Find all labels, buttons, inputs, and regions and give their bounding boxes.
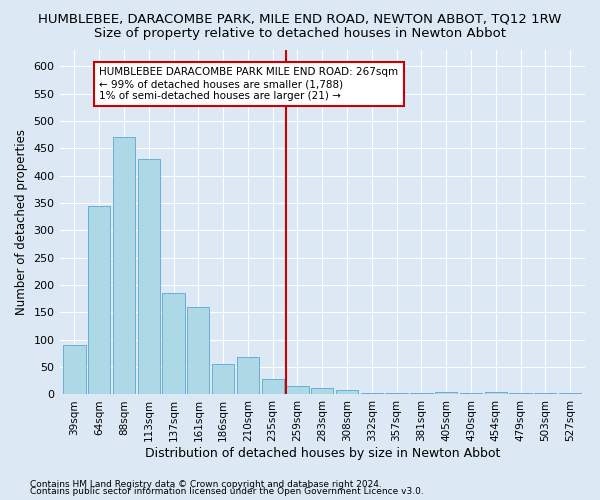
Bar xyxy=(286,386,308,394)
Bar xyxy=(212,364,234,394)
Text: Contains HM Land Registry data © Crown copyright and database right 2024.: Contains HM Land Registry data © Crown c… xyxy=(30,480,382,489)
Text: HUMBLEBEE, DARACOMBE PARK, MILE END ROAD, NEWTON ABBOT, TQ12 1RW: HUMBLEBEE, DARACOMBE PARK, MILE END ROAD… xyxy=(38,12,562,26)
Bar xyxy=(63,345,86,395)
Bar xyxy=(163,294,185,394)
Text: Size of property relative to detached houses in Newton Abbot: Size of property relative to detached ho… xyxy=(94,28,506,40)
Bar xyxy=(485,392,507,394)
X-axis label: Distribution of detached houses by size in Newton Abbot: Distribution of detached houses by size … xyxy=(145,447,500,460)
Y-axis label: Number of detached properties: Number of detached properties xyxy=(15,129,28,315)
Bar xyxy=(187,307,209,394)
Bar xyxy=(336,390,358,394)
Bar xyxy=(435,392,457,394)
Bar xyxy=(262,379,284,394)
Bar xyxy=(137,160,160,394)
Text: HUMBLEBEE DARACOMBE PARK MILE END ROAD: 267sqm
← 99% of detached houses are smal: HUMBLEBEE DARACOMBE PARK MILE END ROAD: … xyxy=(99,68,398,100)
Bar xyxy=(113,138,135,394)
Bar xyxy=(311,388,334,394)
Bar xyxy=(237,358,259,395)
Text: Contains public sector information licensed under the Open Government Licence v3: Contains public sector information licen… xyxy=(30,488,424,496)
Bar xyxy=(88,206,110,394)
